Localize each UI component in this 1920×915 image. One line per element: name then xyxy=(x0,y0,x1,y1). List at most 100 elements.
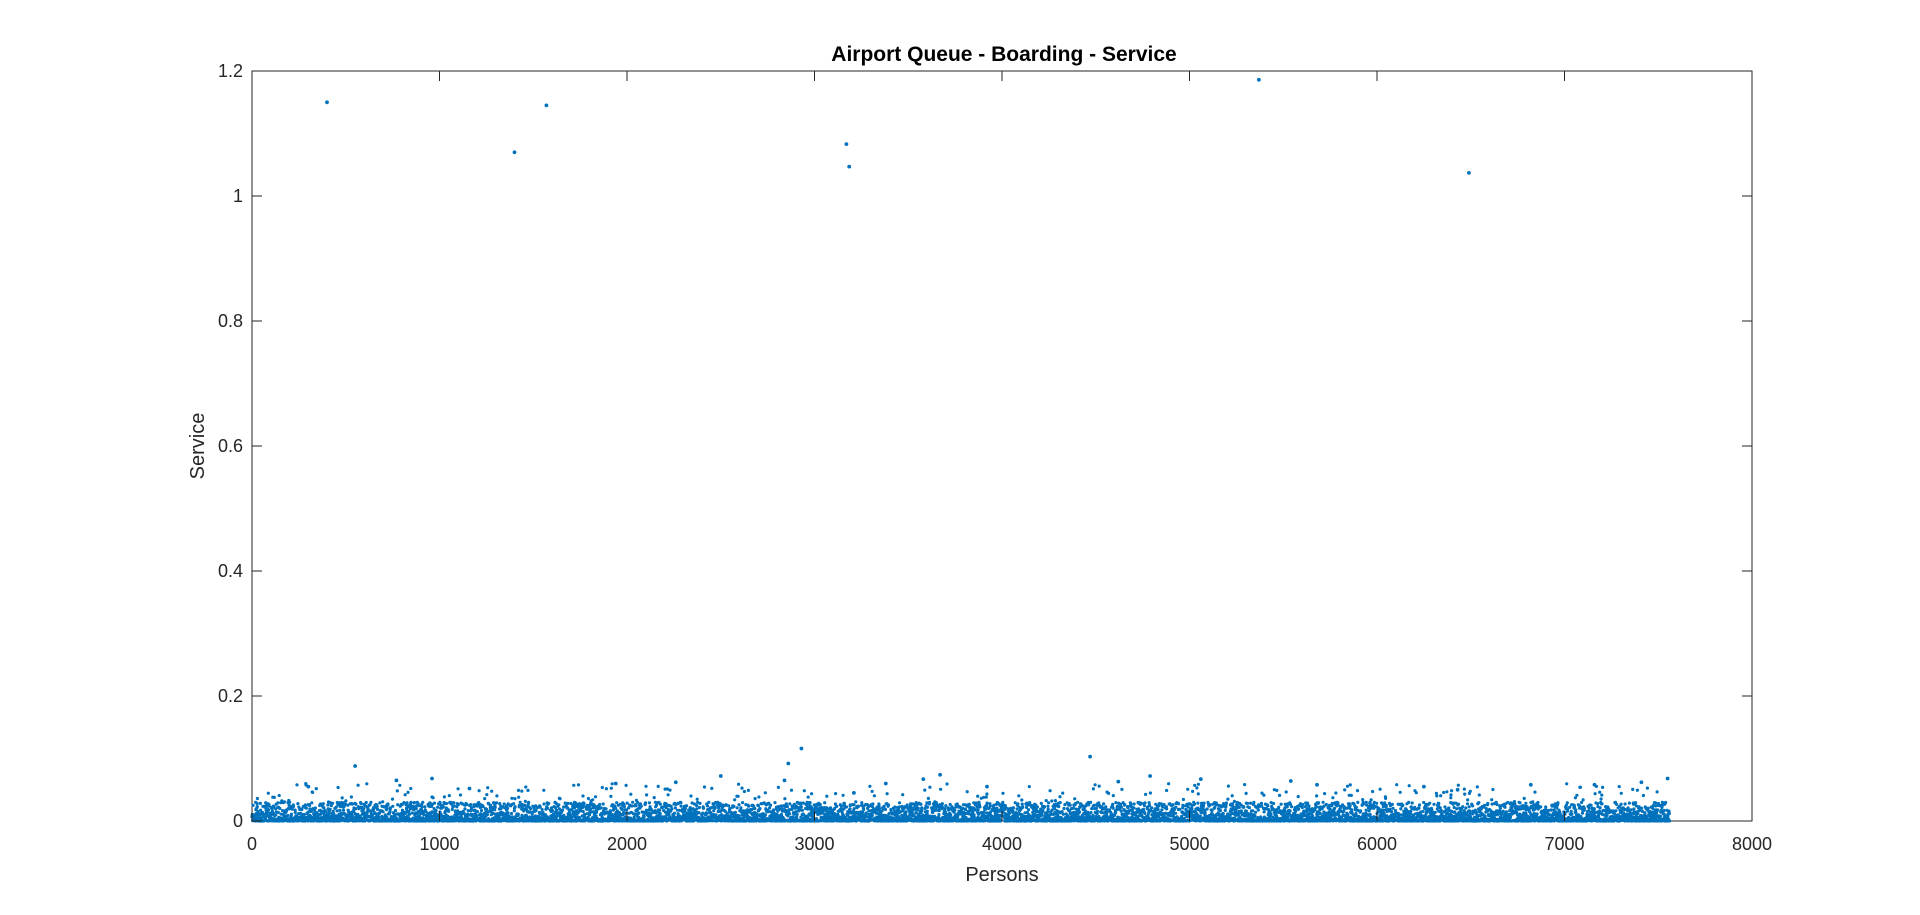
data-point xyxy=(334,805,338,809)
data-point xyxy=(1066,814,1070,818)
data-point xyxy=(356,812,360,816)
data-point xyxy=(463,807,467,811)
data-point xyxy=(925,809,929,813)
data-point xyxy=(405,801,409,805)
data-point xyxy=(364,800,368,805)
data-point xyxy=(737,782,741,786)
data-point xyxy=(839,804,844,809)
data-point xyxy=(1057,805,1061,809)
data-point xyxy=(1150,806,1154,810)
data-point xyxy=(953,808,957,812)
data-point xyxy=(944,804,948,808)
data-point xyxy=(1001,791,1005,795)
data-point xyxy=(1144,792,1148,797)
axes-box xyxy=(251,70,1753,822)
data-point xyxy=(978,805,982,809)
data-point xyxy=(300,807,304,811)
data-point xyxy=(985,792,989,796)
data-point xyxy=(396,803,400,807)
data-point xyxy=(594,810,599,815)
data-point xyxy=(1160,808,1164,812)
data-point xyxy=(926,796,931,801)
data-point xyxy=(279,812,283,816)
data-point xyxy=(542,802,546,806)
data-point xyxy=(984,795,988,799)
data-point xyxy=(365,782,369,786)
data-point xyxy=(658,808,662,812)
data-point xyxy=(600,785,604,790)
data-point xyxy=(527,800,531,805)
data-point xyxy=(939,787,943,791)
data-point xyxy=(409,786,413,791)
data-point xyxy=(784,802,789,806)
data-point xyxy=(1148,791,1152,795)
data-point xyxy=(475,810,479,814)
data-point xyxy=(943,807,947,811)
data-point xyxy=(422,813,426,817)
data-point xyxy=(868,784,872,788)
data-point xyxy=(374,815,378,820)
data-point xyxy=(914,811,918,815)
data-point xyxy=(1174,805,1178,809)
data-point xyxy=(697,811,701,815)
data-point xyxy=(456,787,460,791)
data-point xyxy=(631,800,635,804)
data-point xyxy=(736,794,740,798)
data-point xyxy=(741,801,745,805)
data-point xyxy=(1165,788,1169,793)
data-point xyxy=(308,803,312,808)
data-point xyxy=(1132,806,1136,810)
data-point xyxy=(737,803,741,807)
data-point xyxy=(1171,803,1175,807)
data-point xyxy=(447,794,451,798)
data-point xyxy=(746,788,751,793)
data-point xyxy=(834,792,838,796)
data-point xyxy=(983,819,987,823)
data-point xyxy=(1020,802,1024,806)
data-point xyxy=(340,796,344,800)
data-point xyxy=(272,804,276,809)
data-point xyxy=(432,801,437,805)
data-point xyxy=(1093,783,1097,787)
data-point xyxy=(354,807,358,811)
data-point xyxy=(965,790,969,794)
data-point xyxy=(447,809,451,813)
data-point xyxy=(1104,805,1108,809)
data-point xyxy=(609,786,613,790)
data-point xyxy=(823,801,827,805)
data-point xyxy=(1114,801,1118,805)
data-point xyxy=(377,811,382,815)
data-point xyxy=(314,787,318,791)
data-point xyxy=(372,806,376,810)
data-point xyxy=(523,803,527,807)
data-point xyxy=(644,784,648,788)
data-point xyxy=(529,807,533,811)
data-point xyxy=(376,807,380,812)
data-point xyxy=(742,789,747,794)
data-point xyxy=(395,789,399,793)
data-point xyxy=(431,796,435,800)
data-point xyxy=(598,802,602,807)
data-point xyxy=(701,806,706,811)
data-point xyxy=(810,792,814,796)
data-point xyxy=(776,785,781,790)
data-point xyxy=(524,785,528,789)
data-point xyxy=(278,806,282,811)
data-point xyxy=(516,788,521,793)
data-point xyxy=(526,788,530,793)
data-point xyxy=(988,804,992,808)
data-point xyxy=(919,802,923,806)
data-point xyxy=(506,811,510,815)
data-point xyxy=(763,791,767,795)
data-point xyxy=(897,801,902,805)
data-point xyxy=(629,792,633,796)
data-point xyxy=(490,789,494,793)
data-point xyxy=(887,803,891,807)
data-point xyxy=(1139,801,1143,806)
data-point xyxy=(336,785,340,790)
data-point xyxy=(1186,787,1190,791)
data-point xyxy=(1095,809,1099,813)
data-point xyxy=(483,797,487,801)
data-point xyxy=(795,812,799,817)
